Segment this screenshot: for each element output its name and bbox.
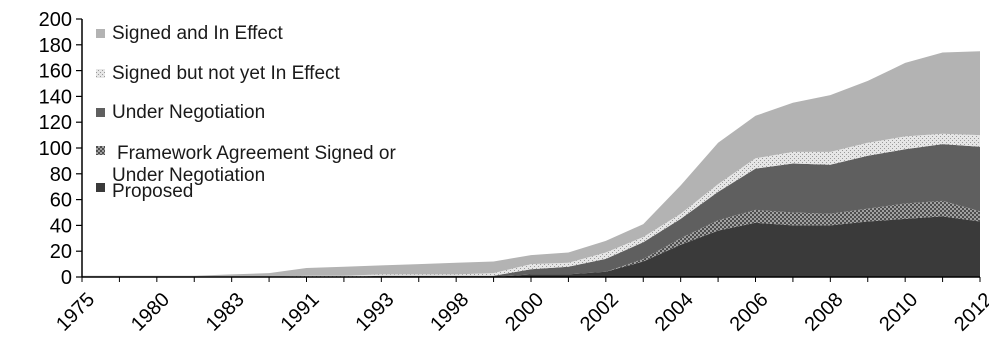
x-tick-label: 2006 — [726, 289, 773, 336]
legend-label: Signed but not yet In Effect — [112, 63, 341, 84]
area-framework-agreement-signed-or-under-negotiation — [82, 200, 980, 277]
y-tick-label: 120 — [39, 112, 72, 134]
legend-label: Proposed — [112, 181, 193, 202]
x-tick-label: 2000 — [501, 289, 548, 336]
x-tick-label: 2004 — [651, 289, 698, 336]
y-tick-label: 80 — [50, 164, 72, 186]
x-tick-label: 1993 — [351, 289, 398, 336]
area-signed-and-in-effect — [82, 51, 980, 277]
area-proposed — [82, 216, 980, 277]
y-tick-label: 180 — [39, 35, 72, 57]
y-tick-label: 160 — [39, 61, 72, 83]
x-tick-label: 2012 — [950, 289, 989, 336]
y-tick-label: 60 — [50, 190, 72, 212]
y-tick-label: 140 — [39, 86, 72, 108]
y-tick-label: 200 — [39, 9, 72, 31]
legend-marker — [96, 183, 105, 192]
x-tick-label: 1998 — [426, 289, 473, 336]
x-tick-label: 1983 — [202, 289, 249, 336]
x-tick-label: 2002 — [576, 289, 623, 336]
legend: Signed and In Effect Signed but not yet I… — [96, 23, 396, 202]
y-tick-label: 20 — [50, 241, 72, 263]
legend-label: Under Negotiation — [112, 165, 265, 186]
y-tick-label: 0 — [61, 267, 72, 289]
y-tick-label: 40 — [50, 215, 72, 237]
legend-marker — [96, 29, 105, 38]
x-tick-label: 1975 — [52, 289, 99, 336]
area-signed-but-not-yet-in-effect — [82, 133, 980, 277]
legend-label: Signed and In Effect — [112, 23, 283, 44]
x-tick-label: 1980 — [127, 289, 174, 336]
area-under-negotiation — [82, 144, 980, 277]
area-layer — [82, 51, 980, 277]
x-tick-label: 2010 — [875, 289, 922, 336]
x-tick-label: 2008 — [800, 289, 847, 336]
legend-marker — [96, 108, 105, 117]
legend-label: Framework Agreement Signed or — [117, 143, 396, 164]
y-tick-label: 100 — [39, 138, 72, 160]
legend-label: Under Negotiation — [112, 102, 265, 123]
legend-marker — [96, 69, 105, 78]
legend-marker — [96, 146, 105, 155]
x-tick-label: 1991 — [277, 289, 324, 336]
